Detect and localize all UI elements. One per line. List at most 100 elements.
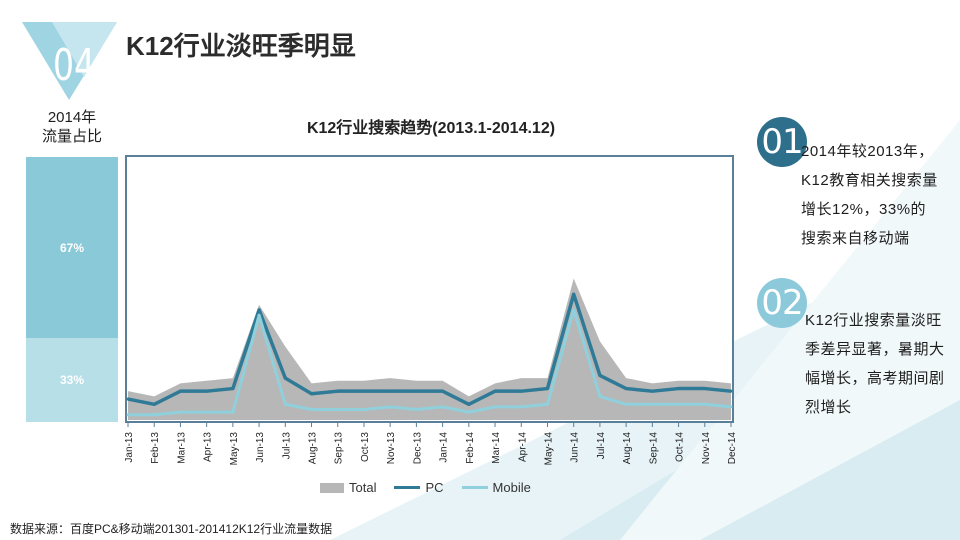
- x-tick-label: Sep-14: [648, 432, 659, 465]
- data-point-mobile-3: [205, 410, 209, 414]
- data-point-pc-10: [388, 389, 392, 393]
- area-layer: [126, 278, 733, 420]
- data-point-pc-5: [257, 308, 261, 312]
- data-point-pc-13: [467, 402, 471, 406]
- data-point-mobile-5: [257, 313, 261, 317]
- data-point-mobile-13: [467, 410, 471, 414]
- point-text: 2014年较2013年，K12教育相关搜索量增长12%，33%的搜索来自移动端: [801, 143, 938, 247]
- legend-pc-label: PC: [425, 480, 444, 495]
- data-point-mobile-17: [572, 308, 576, 312]
- data-point-mobile-10: [388, 405, 392, 409]
- x-tick-label: Aug-14: [622, 432, 633, 465]
- data-point-pc-15: [519, 389, 523, 393]
- x-tick-label: Apr-13: [203, 432, 214, 462]
- slide-title: K12行业淡旺季明显: [126, 31, 356, 61]
- x-tick-label: May-13: [229, 432, 240, 466]
- x-tick-label: Jul-14: [596, 432, 607, 460]
- chart-title: K12行业搜索趋势(2013.1-2014.12): [306, 120, 556, 137]
- share-segment-label: 67%: [59, 240, 85, 255]
- point-text: K12行业搜索量淡旺季差异显著，暑期大幅增长，高考期间剧烈增长: [805, 312, 945, 416]
- legend-total-swatch: [320, 482, 344, 493]
- data-point-pc-3: [205, 389, 209, 393]
- data-point-pc-6: [283, 376, 287, 380]
- x-tick-label: Dec-14: [727, 432, 738, 465]
- data-point-mobile-1: [152, 413, 156, 417]
- x-tick-label: Feb-13: [150, 432, 161, 464]
- x-tick-label: Mar-13: [176, 432, 187, 464]
- x-tick-label: Aug-13: [308, 432, 319, 465]
- legend-total-label: Total: [349, 480, 377, 495]
- share-title-line2: 流量占比: [41, 128, 102, 145]
- legend-mobile: Mobile: [461, 480, 531, 495]
- x-tick-label: Mar-14: [491, 432, 502, 464]
- data-point-pc-2: [178, 389, 182, 393]
- share-title: 2014年 流量占比: [26, 108, 118, 146]
- data-point-mobile-20: [650, 402, 654, 406]
- series-mobile-line: [128, 308, 732, 417]
- x-tick-label: Feb-14: [465, 432, 476, 464]
- x-tick-label: Sep-13: [334, 432, 345, 465]
- x-tick-label: Oct-13: [360, 432, 371, 462]
- data-point-mobile-18: [598, 394, 602, 398]
- data-source-footer: 数据来源：百度PC&移动端201301-201412K12行业流量数据: [10, 522, 333, 536]
- section-number: 04: [53, 40, 95, 91]
- data-point-pc-19: [624, 387, 628, 391]
- data-point-mobile-23: [729, 405, 733, 409]
- series-pc-line: [127, 292, 732, 407]
- data-point-mobile-21: [677, 402, 681, 406]
- plot-frame: [125, 155, 734, 423]
- data-point-pc-17: [572, 292, 576, 296]
- data-point-mobile-8: [336, 408, 340, 412]
- share-segment-label: 33%: [59, 373, 85, 387]
- x-tick-label: May-14: [543, 432, 554, 466]
- data-point-mobile-9: [362, 408, 366, 412]
- data-point-pc-16: [545, 387, 549, 391]
- x-tick-label: Nov-13: [386, 432, 397, 465]
- legend-pc: PC: [394, 480, 444, 495]
- legend-total: Total: [320, 480, 376, 495]
- legend-mobile-swatch: [461, 486, 488, 489]
- data-point-mobile-14: [493, 405, 497, 409]
- x-tick-label: Dec-13: [412, 432, 423, 465]
- data-point-mobile-22: [703, 402, 707, 406]
- point-number-badge: 01: [757, 117, 807, 167]
- data-point-pc-14: [493, 389, 497, 393]
- data-point-mobile-12: [441, 405, 445, 409]
- section-number-badge: 04: [22, 22, 117, 100]
- x-tick-label: Jun-13: [255, 432, 266, 463]
- data-point-pc-20: [650, 389, 654, 393]
- trend-chart: Jan-13 Feb-13 Mar-13 Apr-13 May-13 Jun-13 Jul-…: [124, 155, 738, 465]
- x-tick-label: Jun-14: [570, 432, 581, 463]
- share-segment-pc: 67%: [26, 157, 118, 338]
- x-tick-label: Apr-14: [517, 432, 528, 462]
- legend-pc-swatch: [394, 486, 421, 489]
- data-point-mobile-2: [178, 410, 182, 414]
- share-title-line1: 2014年: [47, 109, 97, 126]
- data-point-pc-8: [336, 389, 340, 393]
- data-point-pc-12: [441, 389, 445, 393]
- data-point-pc-0: [126, 397, 130, 401]
- x-tick-label: Jul-13: [281, 432, 292, 460]
- share-segment-mobile: 33%: [26, 338, 118, 422]
- data-point-pc-22: [703, 387, 707, 391]
- data-point-mobile-11: [414, 408, 418, 412]
- x-tick-label: Jan-14: [439, 432, 450, 463]
- data-point-mobile-0: [126, 413, 130, 417]
- data-point-pc-1: [152, 402, 156, 406]
- data-point-pc-11: [414, 389, 418, 393]
- data-point-mobile-15: [519, 405, 523, 409]
- data-point-pc-23: [729, 389, 733, 393]
- share-stacked-bar: 67% 33%: [26, 157, 118, 422]
- data-point-pc-21: [677, 387, 681, 391]
- legend-mobile-label: Mobile: [492, 480, 531, 495]
- data-point-pc-9: [362, 389, 366, 393]
- x-tick-labels: Jan-13 Feb-13 Mar-13 Apr-13 May-13 Jun-13 Jul-…: [124, 422, 738, 465]
- data-point-pc-7: [310, 392, 314, 396]
- x-tick-label: Jan-13: [124, 432, 135, 463]
- data-point-pc-18: [598, 373, 602, 377]
- x-tick-label: Oct-14: [675, 432, 686, 462]
- data-point-mobile-7: [310, 408, 314, 412]
- data-point-pc-4: [231, 387, 235, 391]
- data-point-mobile-16: [545, 402, 549, 406]
- data-point-mobile-4: [231, 410, 235, 414]
